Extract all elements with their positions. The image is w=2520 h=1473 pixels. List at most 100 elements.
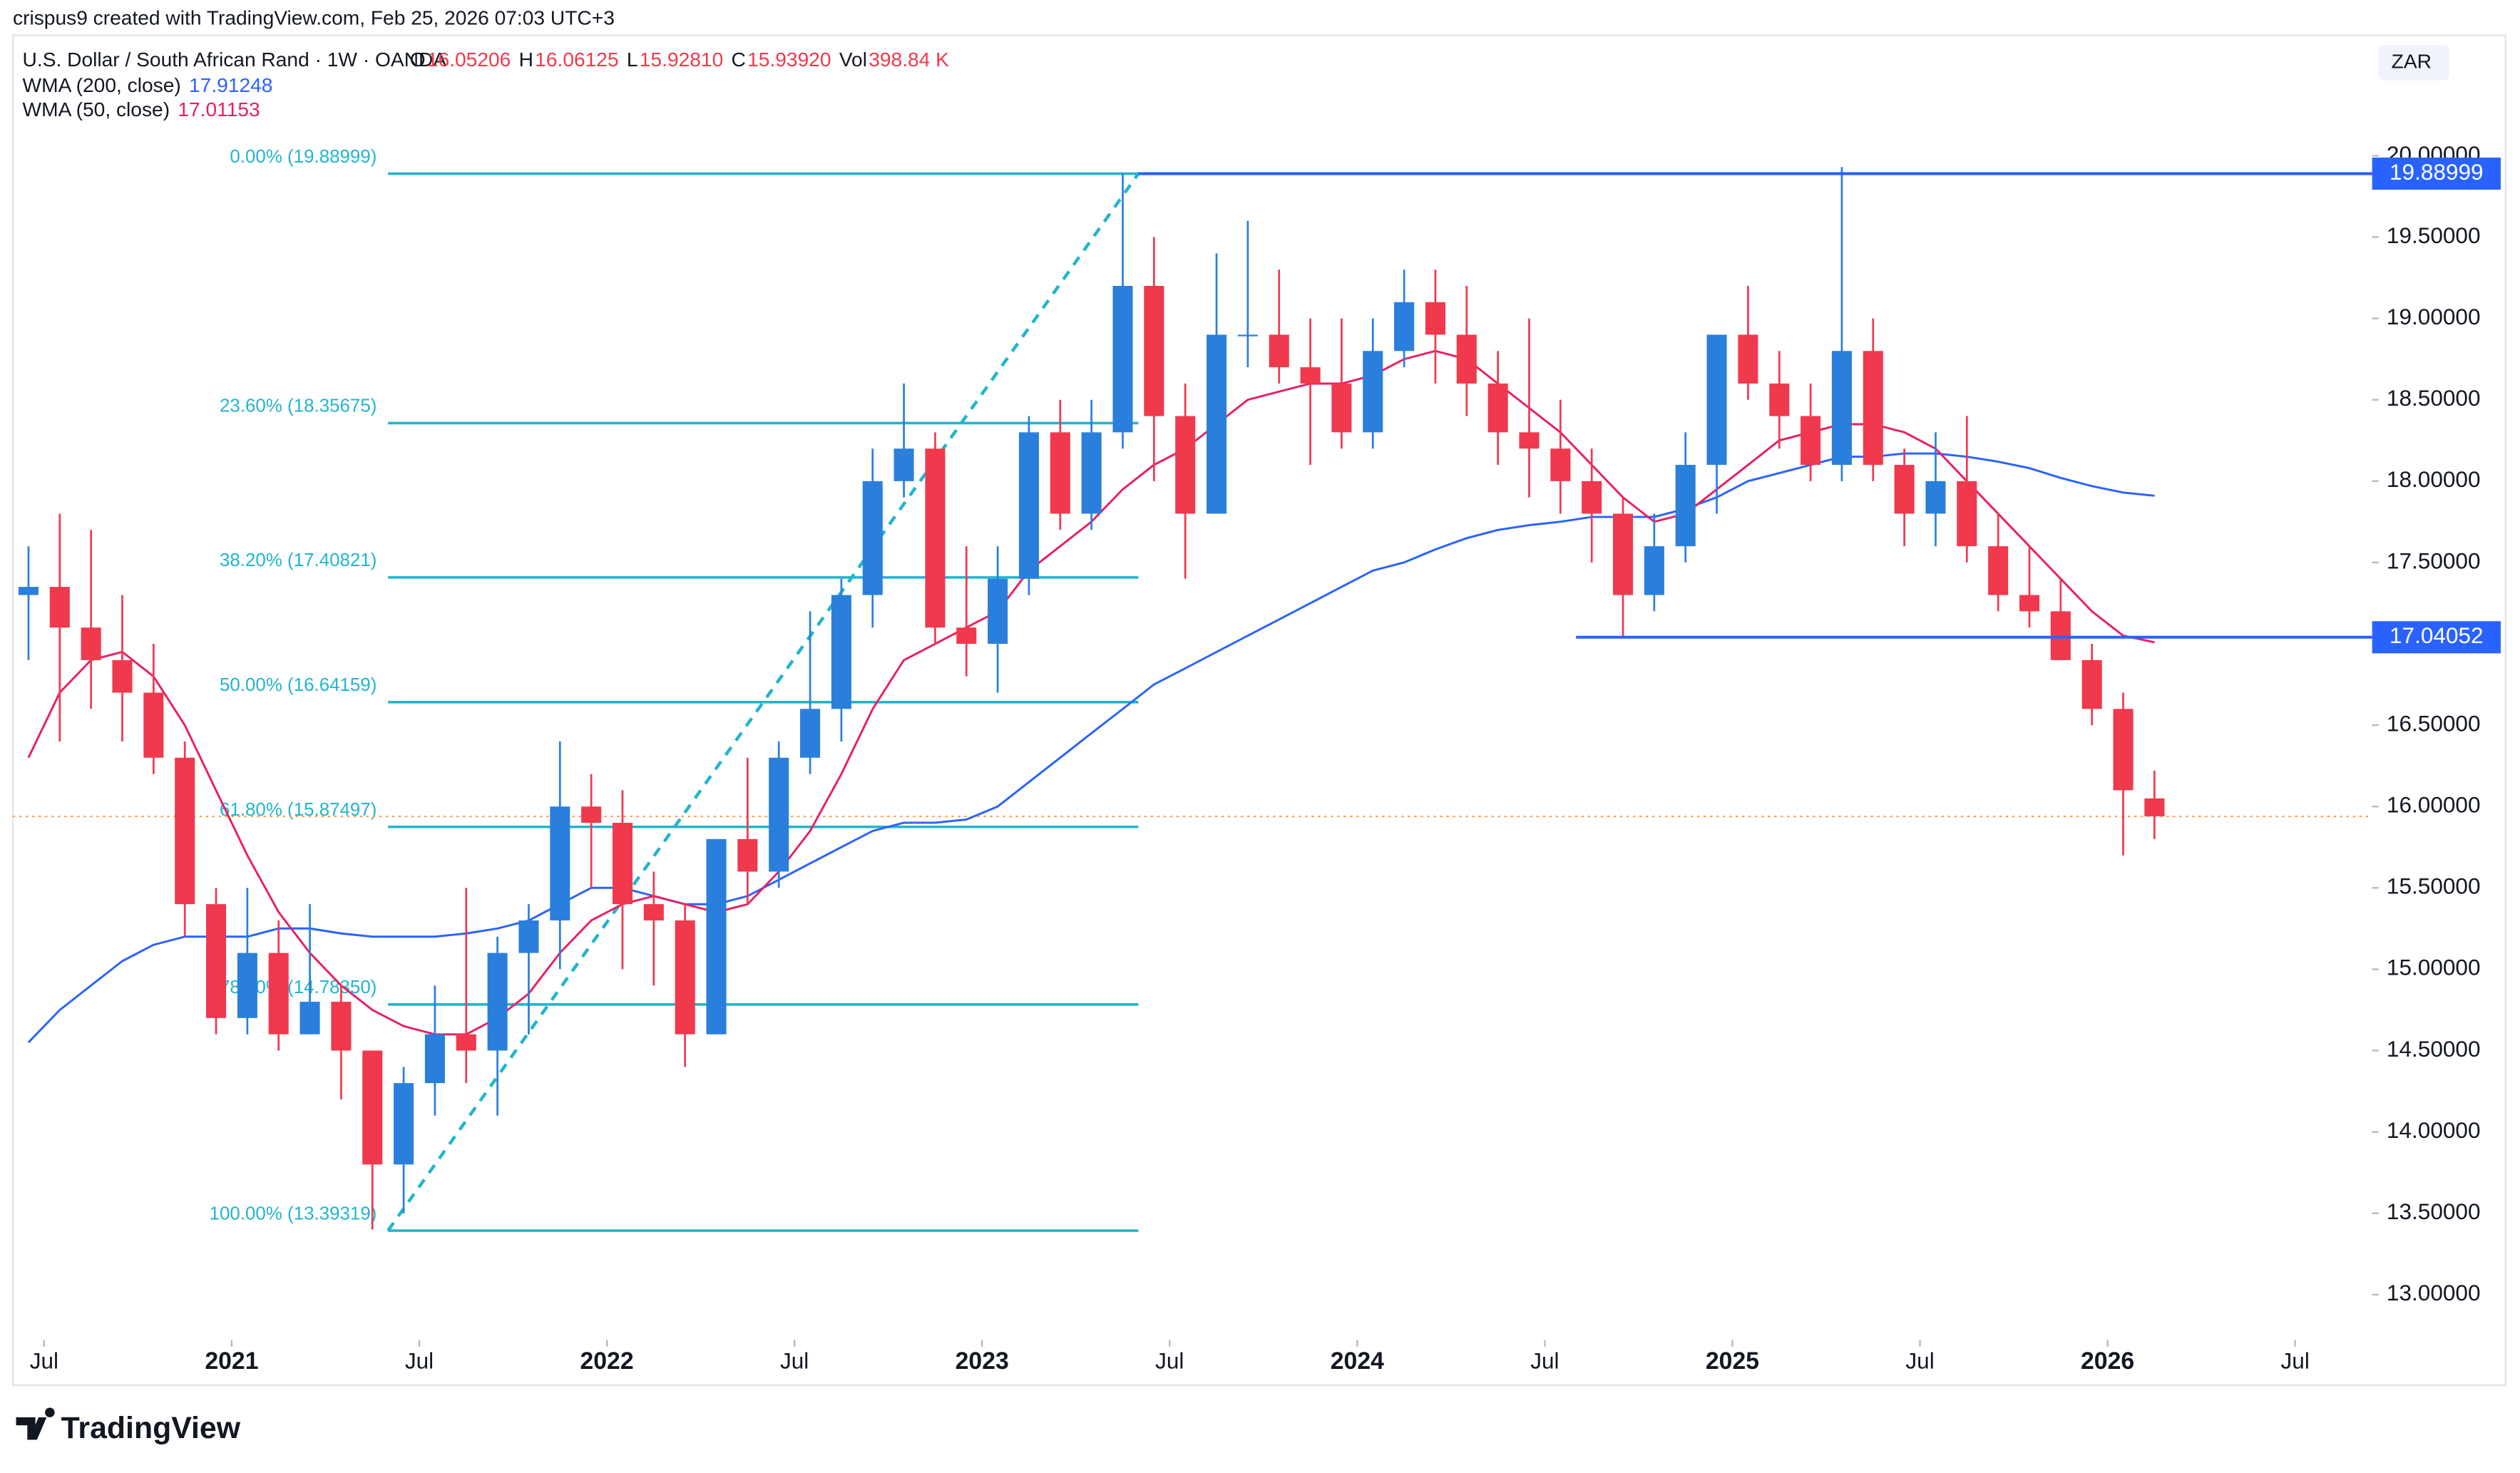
y-tick-label: 17.50000 (2387, 548, 2481, 573)
legend-key: O (410, 48, 426, 71)
legend-value: 398.84 K (869, 48, 949, 71)
candle-body (1487, 383, 1508, 433)
wma-line (27, 452, 2155, 1044)
indicator-value: 17.01153 (178, 98, 260, 120)
fib-label: 50.00% (16.64159) (220, 675, 377, 695)
candle-body (1207, 334, 1227, 514)
y-tick-label: 15.00000 (2387, 955, 2481, 980)
logo-icon (16, 1407, 55, 1440)
candle-body (143, 692, 164, 758)
fib-label: 61.80% (15.87497) (220, 800, 377, 820)
candle-body (1925, 481, 1946, 514)
x-tick-label: 2025 (1706, 1348, 1759, 1375)
legend-key: C (732, 48, 746, 71)
candle-body (769, 757, 789, 872)
candle-body (1175, 416, 1196, 514)
chart-frame (11, 34, 2506, 1386)
candle-body (2113, 709, 2134, 791)
candle-body (1644, 546, 1664, 595)
legend-key: L (627, 48, 638, 71)
candle-body (1612, 513, 1634, 595)
candle-body (550, 806, 570, 920)
candle-body (1081, 432, 1102, 514)
y-tick-label: 18.50000 (2387, 385, 2481, 411)
x-tick-label: 2024 (1331, 1348, 1384, 1375)
fib-label: 23.60% (18.35675) (220, 396, 377, 416)
x-tick-label: Jul (1905, 1348, 1934, 1374)
candle-body (1363, 351, 1383, 433)
logo: TradingView (16, 1407, 241, 1445)
x-tick-label: 2021 (205, 1348, 258, 1375)
candle-body (2019, 595, 2040, 612)
legend-value: 16.05206 (427, 48, 511, 71)
candle-body (1144, 286, 1164, 416)
candle-body (394, 1083, 414, 1165)
candle-body (1957, 481, 1977, 547)
y-tick-label: 16.50000 (2387, 710, 2481, 736)
candle-body (49, 587, 70, 628)
candle-body (2050, 611, 2071, 660)
candle-body (1863, 351, 1883, 466)
candle-body (205, 904, 227, 1018)
price-label-box (2372, 621, 2501, 654)
candle-body (893, 448, 914, 481)
symbol-title: U.S. Dollar / South African Rand · 1W · … (23, 48, 447, 71)
candle-body (175, 757, 195, 905)
price-label-box (2372, 158, 2501, 190)
candle-body (518, 920, 539, 953)
attribution: crispus9 created with TradingView.com, F… (13, 6, 615, 29)
x-tick-label: Jul (1530, 1348, 1559, 1374)
y-tick-label: 13.50000 (2387, 1199, 2481, 1224)
x-tick-label: Jul (30, 1348, 58, 1374)
candle-body (1801, 416, 1821, 466)
candle-body (2144, 798, 2165, 816)
candle-body (81, 627, 101, 660)
y-tick-label: 14.00000 (2387, 1117, 2481, 1143)
candle-body (988, 578, 1008, 645)
candle-body (737, 838, 758, 872)
candle-body (612, 823, 633, 905)
currency-box[interactable] (2378, 45, 2449, 81)
indicator-value: 17.91248 (189, 73, 272, 96)
candle-body (1456, 334, 1477, 384)
candle-body (1269, 334, 1289, 368)
candle-body (1831, 351, 1852, 466)
candle-body (1675, 465, 1696, 547)
candle-body (1519, 432, 1540, 449)
candle-body (675, 920, 695, 1035)
currency[interactable]: ZAR (2392, 49, 2432, 72)
candle-body (831, 595, 851, 709)
candle-body (1425, 302, 1445, 335)
candle-body (18, 587, 39, 595)
fib-label: 38.20% (17.40821) (220, 550, 377, 570)
legend-key: H (519, 48, 533, 71)
x-tick-label: Jul (405, 1348, 434, 1374)
candle-body (268, 953, 289, 1035)
candle-body (424, 1034, 445, 1084)
candle-body (456, 1034, 476, 1051)
candle-body (643, 904, 664, 920)
y-tick-label: 14.50000 (2387, 1036, 2481, 1062)
candle-body (2081, 659, 2102, 709)
candle-body (1112, 286, 1133, 433)
brand: TradingView (61, 1411, 241, 1445)
x-tick-label: 2023 (956, 1348, 1009, 1375)
candle-body (487, 953, 508, 1051)
candle-body (331, 1002, 352, 1051)
candle-body (706, 838, 727, 1035)
indicator-name: WMA (200, close) (23, 73, 181, 96)
indicator-name: WMA (50, close) (23, 98, 170, 120)
candle-body (1550, 448, 1571, 481)
y-tick-label: 19.00000 (2387, 304, 2481, 329)
fib-label: 0.00% (19.88999) (230, 147, 377, 167)
price-label: 17.04052 (2390, 622, 2484, 648)
candle-body (1582, 481, 1602, 514)
y-tick-label: 15.50000 (2387, 873, 2481, 899)
candle-body (1331, 383, 1352, 433)
candle-body (237, 953, 257, 1018)
candle-body (800, 709, 821, 758)
x-tick-label: Jul (2281, 1348, 2310, 1374)
